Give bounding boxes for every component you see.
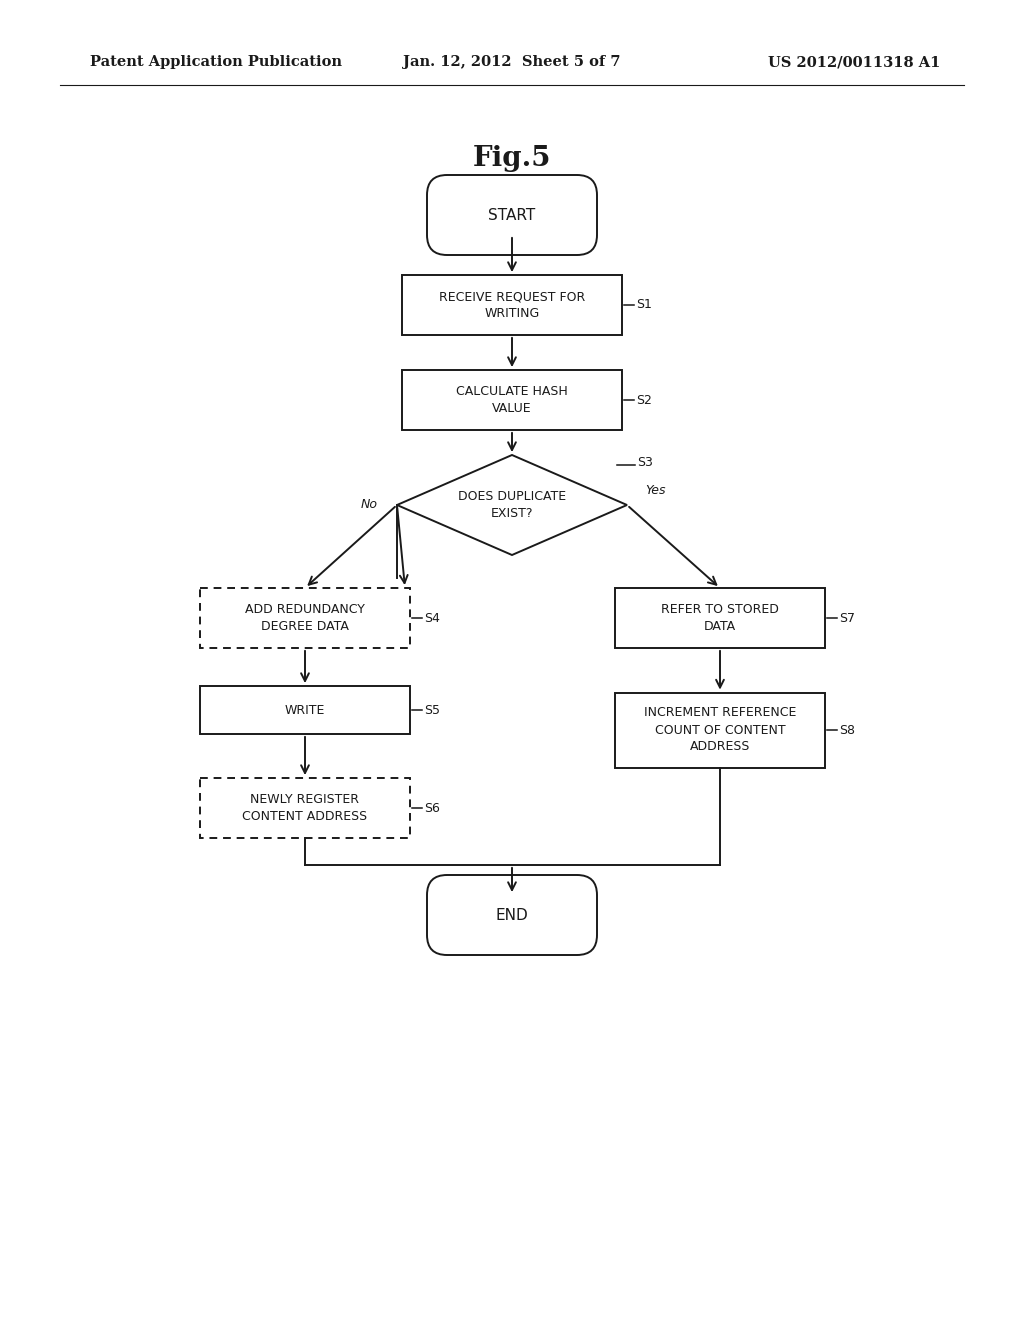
FancyBboxPatch shape xyxy=(427,176,597,255)
Bar xyxy=(402,370,622,430)
Bar xyxy=(200,686,410,734)
Text: WRITE: WRITE xyxy=(285,704,326,717)
Text: S1: S1 xyxy=(636,298,652,312)
Text: INCREMENT REFERENCE
COUNT OF CONTENT
ADDRESS: INCREMENT REFERENCE COUNT OF CONTENT ADD… xyxy=(644,706,797,754)
Text: REFER TO STORED
DATA: REFER TO STORED DATA xyxy=(662,603,779,634)
Text: S7: S7 xyxy=(839,611,855,624)
Text: RECEIVE REQUEST FOR
WRITING: RECEIVE REQUEST FOR WRITING xyxy=(439,290,585,319)
Text: No: No xyxy=(360,499,378,511)
Text: S5: S5 xyxy=(424,704,440,717)
Text: S2: S2 xyxy=(636,393,652,407)
Text: S8: S8 xyxy=(839,723,855,737)
Text: START: START xyxy=(488,207,536,223)
Text: NEWLY REGISTER
CONTENT ADDRESS: NEWLY REGISTER CONTENT ADDRESS xyxy=(243,793,368,822)
Text: US 2012/0011318 A1: US 2012/0011318 A1 xyxy=(768,55,940,69)
Text: END: END xyxy=(496,908,528,923)
Text: Patent Application Publication: Patent Application Publication xyxy=(90,55,342,69)
FancyBboxPatch shape xyxy=(427,875,597,954)
Text: Yes: Yes xyxy=(645,484,666,498)
Text: S6: S6 xyxy=(424,801,440,814)
Text: DOES DUPLICATE
EXIST?: DOES DUPLICATE EXIST? xyxy=(458,490,566,520)
Bar xyxy=(402,275,622,335)
Bar xyxy=(615,587,825,648)
Text: S4: S4 xyxy=(424,611,440,624)
Bar xyxy=(615,693,825,767)
Text: Fig.5: Fig.5 xyxy=(473,144,551,172)
Polygon shape xyxy=(397,455,627,554)
Text: Jan. 12, 2012  Sheet 5 of 7: Jan. 12, 2012 Sheet 5 of 7 xyxy=(403,55,621,69)
Bar xyxy=(200,777,410,838)
Text: ADD REDUNDANCY
DEGREE DATA: ADD REDUNDANCY DEGREE DATA xyxy=(245,603,365,634)
Bar xyxy=(200,587,410,648)
Text: CALCULATE HASH
VALUE: CALCULATE HASH VALUE xyxy=(456,385,568,414)
Text: S3: S3 xyxy=(637,457,653,470)
